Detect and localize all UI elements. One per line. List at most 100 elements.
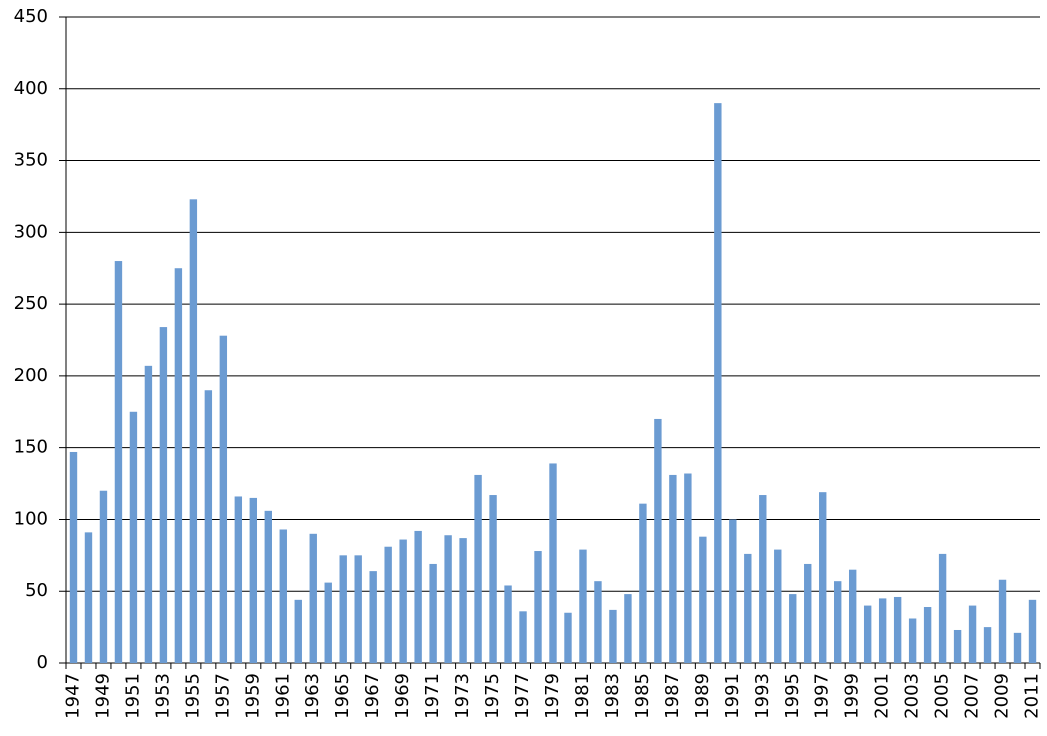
bar [69,451,78,663]
bar [99,490,108,663]
x-tick-label: 1955 [182,673,203,719]
y-tick-label: 0 [37,652,48,673]
bar [519,611,527,663]
bar [1028,599,1037,663]
bar [579,549,587,663]
bar [294,599,302,663]
y-tick-label: 50 [25,580,48,601]
bar [804,563,812,663]
bar [204,390,213,663]
bar [249,497,258,663]
bar [968,605,977,663]
bar [174,268,183,663]
bar [489,495,497,663]
x-tick-label: 1991 [722,673,743,719]
bar [114,261,123,663]
bar [84,532,93,663]
bar [459,538,467,663]
x-tick-label: 2003 [902,673,923,719]
x-tick-label: 2011 [1022,673,1043,719]
bar [234,496,243,663]
x-tick-label: 1969 [392,673,413,719]
x-tick-label: 2009 [992,673,1013,719]
x-tick-label: 1979 [542,673,563,719]
x-tick-label: 1975 [482,673,503,719]
bar [729,519,737,663]
x-tick-label: 1947 [62,673,83,719]
y-tick-label: 450 [14,6,48,27]
bar [624,594,632,663]
x-tick-label: 1993 [752,673,773,719]
y-tick-label: 250 [14,293,48,314]
bar [684,473,692,663]
x-tick-label: 1961 [272,673,293,719]
bar [774,549,782,663]
bar [564,612,572,663]
y-tick-label: 200 [14,365,48,386]
bar [399,539,407,663]
x-tick-label: 1981 [572,673,593,719]
x-tick-label: 1995 [782,673,803,719]
y-tick-label: 150 [14,437,48,458]
bar [699,536,707,663]
bar [354,555,362,663]
bar [714,103,722,664]
bar [983,627,992,663]
bar [938,553,947,663]
x-tick-label: 1965 [332,673,353,719]
x-tick-label: 1971 [422,673,443,719]
bar [534,551,542,663]
bar [429,563,437,663]
bar [609,609,617,663]
x-tick-label: 1953 [152,673,173,719]
bar [998,579,1007,663]
bar [1013,632,1022,663]
bar [863,605,872,663]
y-tick-label: 350 [14,150,48,171]
x-tick-label: 1957 [212,673,233,719]
x-tick-label: 2007 [962,673,983,719]
x-tick-label: 1963 [302,673,323,719]
bar [474,474,482,663]
bar [369,571,377,663]
bar [953,629,962,663]
x-tick-label: 1973 [452,673,473,719]
bar [264,510,272,663]
bar [339,555,347,663]
bar [189,199,198,663]
bar [923,607,932,663]
x-tick-label: 1949 [92,673,113,719]
bar [324,582,332,663]
bar [159,327,168,663]
bar [654,418,662,663]
bar [219,335,228,663]
bar [669,474,677,663]
bar [639,503,647,663]
x-tick-label: 2005 [932,673,953,719]
bar [279,529,287,663]
bar [834,581,842,663]
x-tick-label: 1989 [692,673,713,719]
x-tick-label: 1959 [242,673,263,719]
bar [144,365,153,663]
x-tick-label: 1983 [602,673,623,719]
x-tick-label: 1997 [812,673,833,719]
bar [759,495,767,663]
x-tick-label: 2001 [872,673,893,719]
bar [908,618,917,663]
bar [878,598,887,663]
bar [594,581,602,663]
bar [309,533,317,663]
bar [384,546,392,663]
y-tick-label: 300 [14,221,48,242]
x-tick-label: 1999 [842,673,863,719]
bar [848,569,857,663]
x-tick-label: 1985 [632,673,653,719]
bar [744,553,752,663]
bar [789,594,797,663]
x-tick-label: 1987 [662,673,683,719]
y-tick-label: 100 [14,508,48,529]
y-tick-label: 400 [14,78,48,99]
